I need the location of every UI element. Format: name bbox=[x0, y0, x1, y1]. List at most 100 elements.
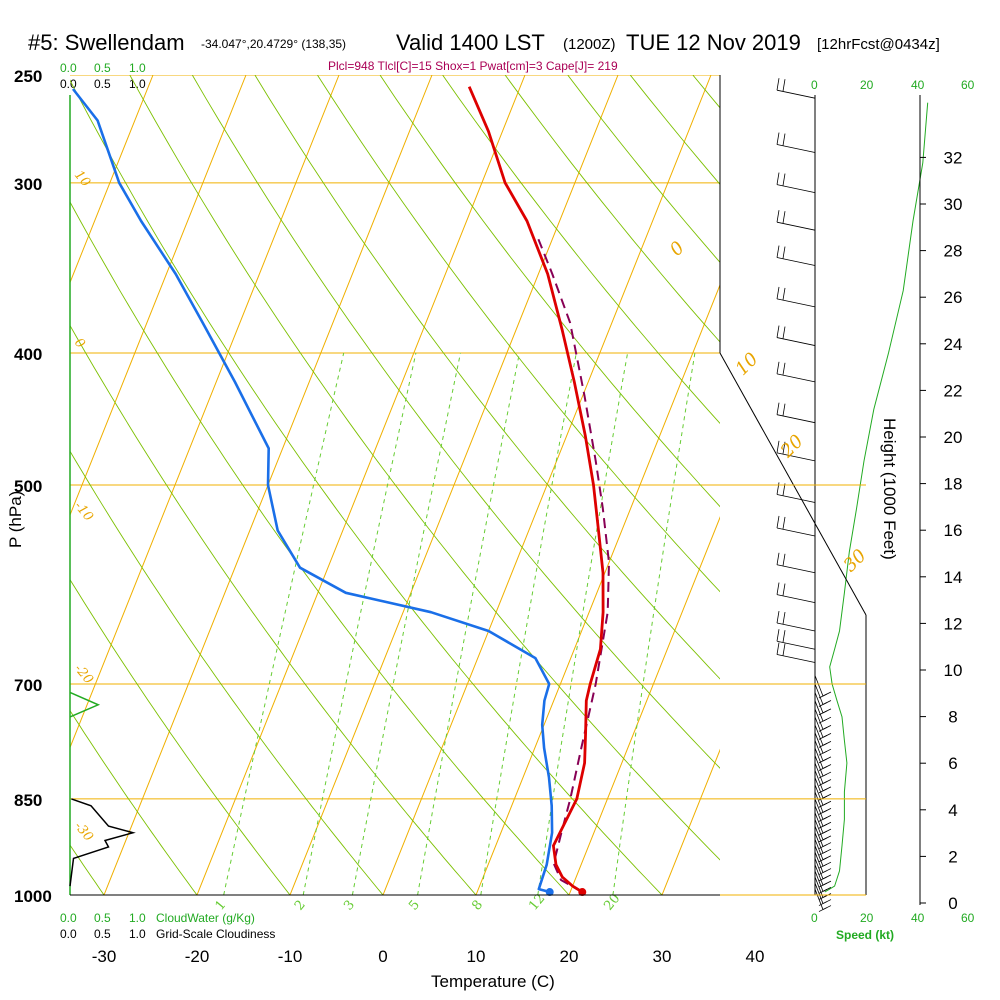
cloud-scale-bottomb-0: 0.0 bbox=[60, 927, 77, 941]
height-tick-label: 32 bbox=[944, 148, 963, 167]
barb-staff bbox=[814, 724, 824, 746]
isotherm-line bbox=[196, 75, 526, 895]
pressure-tick-label: 1000 bbox=[14, 887, 52, 906]
barb-flag bbox=[782, 246, 786, 259]
wind-barb bbox=[814, 732, 832, 756]
barb-staff bbox=[814, 700, 824, 722]
theta-label: 0 bbox=[666, 237, 689, 260]
mixing-ratio-line bbox=[480, 352, 577, 895]
barb-flag bbox=[776, 515, 780, 529]
barb-staff bbox=[814, 740, 824, 762]
barb-staff bbox=[776, 494, 816, 503]
diagram-slant-edge bbox=[719, 352, 867, 616]
height-tick-label: 22 bbox=[944, 381, 963, 400]
barb-staff bbox=[814, 825, 824, 847]
barb-flag bbox=[818, 830, 828, 836]
barb-staff bbox=[814, 683, 824, 705]
mixing-ratio-line bbox=[351, 352, 461, 895]
barb-staff bbox=[814, 762, 824, 784]
wind-barb bbox=[814, 888, 832, 912]
chart-title-zulu: (1200Z) bbox=[563, 36, 616, 53]
cloud-layer bbox=[69, 95, 136, 895]
cloud-scale-top-2: 1.0 bbox=[129, 61, 146, 75]
height-tick-label: 30 bbox=[944, 195, 963, 214]
dry-adiabat bbox=[191, 75, 720, 769]
cloud-scale-top-0: 0.0 bbox=[60, 61, 77, 75]
mixing-ratio-line bbox=[612, 352, 696, 895]
wind-scale-top-0: 0 bbox=[811, 78, 818, 92]
barb-flag bbox=[782, 643, 786, 656]
chart-title-valid: Valid 1400 LST bbox=[396, 30, 545, 55]
wind-barb bbox=[814, 845, 832, 869]
wind-barb bbox=[776, 552, 816, 574]
cloud-scale-top-1: 0.5 bbox=[94, 61, 111, 75]
wind-barb bbox=[776, 515, 816, 537]
barb-flag bbox=[782, 326, 786, 339]
wind-barb bbox=[776, 172, 816, 194]
mixing-ratio-line bbox=[302, 352, 417, 895]
wind-barb bbox=[814, 858, 832, 882]
mixing-ratio-label: 5 bbox=[406, 898, 423, 914]
wind-barb bbox=[814, 812, 832, 836]
chart-title-date: TUE 12 Nov 2019 bbox=[626, 30, 801, 55]
wind-barb bbox=[776, 642, 816, 663]
barb-staff bbox=[814, 819, 824, 841]
temp-tick-label: 10 bbox=[467, 947, 486, 966]
height-tick-label: 26 bbox=[944, 288, 963, 307]
barb-flag bbox=[782, 611, 786, 625]
barb-flag bbox=[776, 610, 780, 624]
wind-barb bbox=[814, 805, 832, 829]
isotherm-line bbox=[382, 75, 712, 895]
pressure-tick-label: 850 bbox=[14, 791, 42, 810]
wind-barb bbox=[814, 851, 832, 875]
surface-dewpoint-dot bbox=[545, 888, 554, 897]
isotherm-line bbox=[70, 75, 340, 749]
profile-layer bbox=[71, 86, 610, 897]
height-tick-label: 12 bbox=[944, 614, 963, 633]
barb-staff bbox=[776, 221, 816, 231]
wind-scale-top-3: 60 bbox=[961, 78, 975, 92]
barb-flag bbox=[818, 817, 828, 822]
wind-barb bbox=[814, 791, 832, 815]
wind-barb bbox=[776, 210, 816, 231]
dry-adiabat bbox=[0, 75, 11, 895]
theta-label: 30 bbox=[840, 545, 871, 576]
pressure-tick-label: 400 bbox=[14, 345, 42, 364]
grid-layer bbox=[0, 75, 720, 895]
chart-title-station: #5: Swellendam bbox=[28, 30, 185, 55]
wind-layer bbox=[776, 78, 929, 912]
wind-barb bbox=[776, 78, 816, 99]
barb-staff bbox=[814, 770, 824, 792]
wind-barb bbox=[814, 882, 832, 906]
isotherm-line bbox=[70, 75, 154, 284]
wind-barb bbox=[776, 629, 816, 650]
barb-flag bbox=[782, 173, 786, 186]
wind-barb bbox=[776, 325, 816, 346]
cloud-scale-topb-0: 0.0 bbox=[60, 77, 77, 91]
wind-barb bbox=[814, 724, 832, 748]
mixing-ratio-label: 2 bbox=[292, 898, 309, 914]
temp-tick-label: -20 bbox=[185, 947, 210, 966]
isotherm-label: 0 bbox=[71, 335, 88, 351]
chart-indices: Plcl=948 Tlcl[C]=15 Shox=1 Pwat[cm]=3 Ca… bbox=[328, 59, 618, 73]
cloud-scale-bottom-2: 1.0 bbox=[129, 911, 146, 925]
barb-flag bbox=[782, 553, 786, 566]
barb-staff bbox=[814, 716, 824, 738]
wind-barb bbox=[814, 870, 832, 894]
wind-barb bbox=[776, 582, 816, 604]
cloudiness-line bbox=[69, 798, 136, 887]
isotherm-label: -20 bbox=[71, 662, 96, 688]
temp-tick-label: -10 bbox=[278, 947, 303, 966]
wind-barb bbox=[814, 864, 832, 888]
barb-staff bbox=[814, 755, 824, 777]
barb-flag bbox=[776, 132, 780, 145]
barb-staff bbox=[814, 675, 824, 697]
wind-barb bbox=[814, 770, 832, 794]
isotherm-line bbox=[70, 75, 247, 517]
cloud-scale-bottomb-1: 0.5 bbox=[94, 927, 111, 941]
barb-staff bbox=[814, 888, 824, 910]
pressure-tick-label: 700 bbox=[14, 676, 42, 695]
parcel-line bbox=[537, 238, 610, 893]
barb-staff bbox=[814, 864, 824, 886]
theta-label: 10 bbox=[731, 349, 762, 380]
